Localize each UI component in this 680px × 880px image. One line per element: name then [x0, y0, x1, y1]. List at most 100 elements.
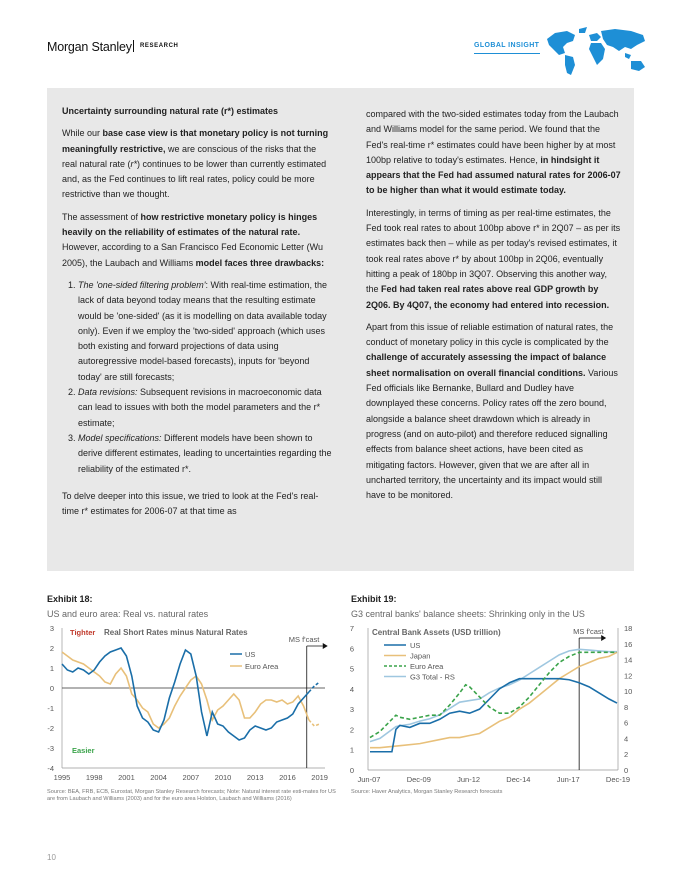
series-line-us: [369, 677, 618, 753]
text-run: While our: [62, 128, 103, 139]
text-run: Data revisions:: [78, 387, 138, 398]
exhibit-19-label: Exhibit 19:: [351, 594, 397, 604]
series-line-japan: [369, 651, 618, 749]
forecast-arrowhead: [322, 643, 328, 649]
drawbacks-list: The 'one-sided filtering problem': With …: [62, 278, 332, 477]
text-run: Different models have been shown to deri…: [78, 432, 332, 474]
forecast-arrowhead: [601, 635, 607, 641]
legend-label: US: [245, 650, 255, 659]
exhibit-19-subtitle: G3 central banks' balance sheets: Shrink…: [351, 609, 585, 619]
text-run: Interestingly, in terms of timing as per…: [366, 207, 621, 295]
text-run: The assessment of: [62, 211, 141, 222]
exhibit-18-subtitle: US and euro area: Real vs. natural rates: [47, 609, 209, 619]
legend-label: Euro Area: [410, 662, 444, 671]
y-right-tick-label: 6: [624, 719, 628, 728]
y-left-tick-label: 6: [350, 644, 354, 653]
y-left-tick-label: 0: [350, 766, 354, 775]
global-insight-rule: [474, 53, 540, 54]
y-tick-label: 1: [50, 664, 54, 673]
y-tick-label: 3: [50, 624, 54, 633]
y-left-tick-label: 1: [350, 746, 354, 755]
y-tick-label: 2: [50, 644, 54, 653]
forecast-label: MS f'cast: [573, 627, 605, 636]
y-left-tick-label: 2: [350, 725, 354, 734]
y-tick-label: -4: [47, 764, 54, 773]
x-tick-label: Dec-14: [506, 775, 530, 784]
y-tick-label: -1: [47, 704, 54, 713]
text-run: ) continues to be lower than currently e…: [62, 158, 327, 200]
forecast-line-us: [308, 681, 321, 693]
y-right-tick-label: 8: [624, 703, 628, 712]
right-column: compared with the two-sided estimates to…: [366, 107, 621, 510]
y-left-tick-label: 7: [350, 624, 354, 633]
y-right-tick-label: 2: [624, 750, 628, 759]
text-run: Subsequent revisions in macroeconomic da…: [78, 387, 322, 428]
x-tick-label: 2004: [150, 773, 167, 782]
x-tick-label: 2019: [311, 773, 328, 782]
easier-label: Easier: [72, 746, 95, 755]
right-paragraph-1: compared with the two-sided estimates to…: [366, 107, 621, 199]
y-right-tick-label: 16: [624, 640, 632, 649]
legend-label: Euro Area: [245, 662, 279, 671]
forecast-label: MS f'cast: [289, 635, 321, 644]
text-run: Fed had taken real rates above real GDP …: [366, 284, 610, 310]
y-right-tick-label: 12: [624, 671, 632, 680]
y-right-tick-label: 18: [624, 624, 632, 633]
left-paragraph-1: While our base case view is that monetar…: [62, 126, 332, 202]
text-run: we are conscious of the risks that the r…: [62, 143, 317, 169]
drawback-item-1: The 'one-sided filtering problem': With …: [78, 278, 332, 385]
legend-label: G3 Total - RS: [410, 673, 455, 682]
x-tick-label: 2013: [247, 773, 264, 782]
header-divider: [133, 40, 134, 52]
x-tick-label: Dec-19: [606, 775, 630, 784]
x-tick-label: Jun-07: [358, 775, 381, 784]
x-tick-label: 1998: [86, 773, 103, 782]
x-tick-label: 2010: [215, 773, 232, 782]
y-right-tick-label: 14: [624, 656, 632, 665]
research-label: RESEARCH: [140, 43, 179, 49]
left-paragraph-3: To delve deeper into this issue, we trie…: [62, 489, 332, 520]
y-left-tick-label: 3: [350, 705, 354, 714]
y-tick-label: -2: [47, 724, 54, 733]
x-tick-label: 2016: [279, 773, 296, 782]
text-run: model faces three drawbacks:: [195, 257, 325, 268]
x-tick-label: Dec-09: [407, 775, 431, 784]
series-line-euro-area: [61, 651, 310, 729]
y-tick-label: -3: [47, 744, 54, 753]
series-line-us: [61, 647, 310, 741]
text-run: Apart from this issue of reliable estima…: [366, 321, 614, 348]
y-right-tick-label: 0: [624, 766, 628, 775]
box-heading: Uncertainty surrounding natural rate (r*…: [62, 106, 279, 116]
text-box: [47, 88, 634, 571]
text-run: how restrictive monetary policy is hinge…: [62, 211, 318, 238]
x-tick-label: 2001: [118, 773, 135, 782]
y-right-tick-label: 4: [624, 734, 628, 743]
text-run: r*: [130, 158, 138, 169]
text-run: The 'one-sided filtering problem': [78, 279, 206, 290]
chart-title: Central Bank Assets (USD trillion): [372, 628, 501, 637]
exhibit-18-source: Source: BEA, FRB, ECB, Eurostat, Morgan …: [47, 789, 336, 802]
forecast-line-euro-area: [308, 719, 320, 727]
x-tick-label: Jun-17: [557, 775, 580, 784]
left-column: Uncertainty surrounding natural rate (r*…: [62, 104, 332, 526]
legend-label: Japan: [410, 652, 430, 661]
y-right-tick-label: 10: [624, 687, 632, 696]
chart-title: Real Short Rates minus Natural Rates: [104, 628, 248, 637]
right-paragraph-3: Apart from this issue of reliable estima…: [366, 320, 621, 504]
y-tick-label: 0: [50, 684, 54, 693]
world-map-icon: [547, 27, 645, 75]
y-left-tick-label: 5: [350, 665, 354, 674]
exhibit-19-source: Source: Haver Analytics, Morgan Stanley …: [351, 789, 503, 795]
global-insight-label: GLOBAL INSIGHT: [474, 42, 540, 49]
text-run: However, according to a San Francisco Fe…: [62, 242, 323, 268]
x-tick-label: Jun-12: [457, 775, 480, 784]
exhibit-18-label: Exhibit 18:: [47, 594, 93, 604]
drawback-item-2: Data revisions: Subsequent revisions in …: [78, 385, 332, 431]
series-line-g3-total-rs: [369, 648, 618, 743]
brand-logo: Morgan Stanley: [47, 40, 132, 54]
y-left-tick-label: 4: [350, 685, 354, 694]
text-run: in hindsight it appears that the Fed had…: [366, 154, 621, 196]
right-paragraph-2: Interestingly, in terms of timing as per…: [366, 206, 621, 313]
